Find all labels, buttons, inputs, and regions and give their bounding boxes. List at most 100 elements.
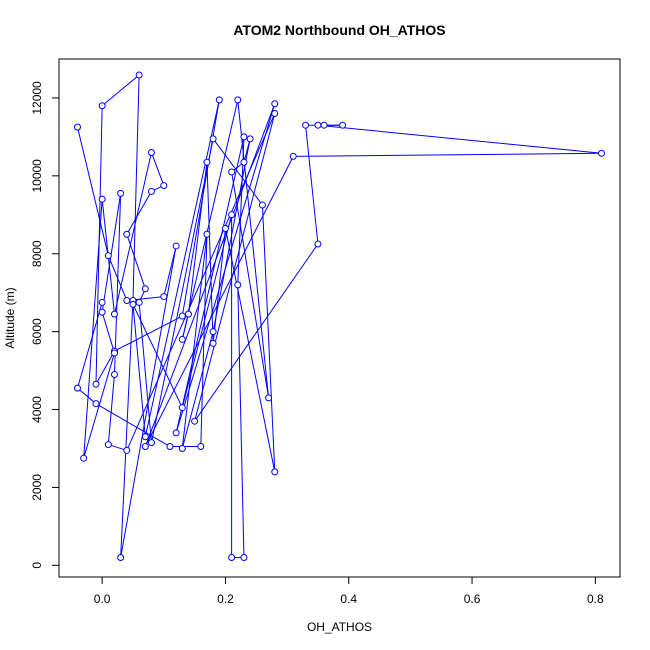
series-segment — [231, 171, 270, 398]
data-point — [209, 135, 217, 143]
series-segment — [101, 193, 122, 313]
series-segment — [261, 205, 276, 472]
data-point — [240, 133, 248, 141]
y-axis-label: Altitude (m) — [3, 287, 17, 348]
y-tick-label: 4000 — [30, 396, 44, 423]
data-point — [314, 121, 322, 129]
y-tick-label: 12000 — [30, 81, 44, 115]
data-point — [110, 310, 118, 318]
data-point — [147, 187, 155, 195]
data-point — [209, 328, 217, 336]
series-segment — [194, 113, 276, 422]
series-segment — [212, 228, 226, 344]
data-point — [215, 96, 223, 104]
series-segment — [77, 302, 103, 389]
series-segment — [126, 234, 146, 289]
data-point — [265, 394, 273, 402]
data-point — [98, 195, 106, 203]
series-segment — [83, 199, 103, 459]
x-tick-label: 0.4 — [340, 592, 357, 606]
series-segment — [200, 234, 208, 447]
data-point — [73, 384, 81, 392]
data-point — [147, 439, 155, 447]
series-segment — [77, 387, 97, 405]
series-segment — [113, 152, 152, 315]
data-point — [178, 404, 186, 412]
data-point — [110, 370, 118, 378]
series-segment — [293, 152, 602, 157]
series-segment — [317, 124, 602, 154]
series-segment — [151, 152, 165, 186]
data-point — [141, 443, 149, 451]
data-point — [117, 554, 125, 562]
data-point — [221, 224, 229, 232]
data-point — [123, 230, 131, 238]
series-segment — [120, 300, 134, 558]
series-segment — [150, 138, 214, 443]
data-point — [129, 300, 137, 308]
y-tick-label: 8000 — [30, 240, 44, 267]
data-point — [104, 252, 112, 260]
series-segment — [212, 138, 251, 332]
series-segment — [126, 191, 152, 235]
x-axis: 0.0 0.2 0.4 0.6 0.8 — [94, 576, 604, 606]
series-segment — [113, 193, 122, 375]
y-tick-label: 0 — [30, 562, 44, 569]
data-point — [240, 554, 248, 562]
data-point — [73, 123, 81, 131]
x-tick-label: 0.0 — [94, 592, 111, 606]
series-segment — [187, 162, 208, 315]
data-point — [92, 400, 100, 408]
series-segment — [95, 403, 171, 447]
y-tick-label: 6000 — [30, 318, 44, 345]
data-point — [228, 211, 236, 219]
series-segment — [175, 136, 245, 434]
series-segment — [101, 74, 140, 107]
series-segment — [181, 331, 214, 449]
series-segment — [132, 304, 146, 437]
data-point — [234, 281, 242, 289]
data-point — [172, 242, 180, 250]
series-segment — [181, 99, 239, 340]
series-segment — [132, 74, 140, 301]
series-segment — [305, 125, 319, 245]
data-point — [135, 298, 143, 306]
data-point — [271, 110, 279, 118]
data-point — [98, 298, 106, 306]
data-point — [302, 121, 310, 129]
series-segment — [194, 243, 319, 422]
x-axis-label: OH_ATHOS — [307, 620, 372, 634]
data-point — [258, 201, 266, 209]
series-layer — [73, 71, 606, 562]
data-point — [123, 446, 131, 454]
x-tick-label: 0.8 — [587, 592, 604, 606]
data-point — [598, 149, 606, 157]
data-point — [141, 433, 149, 441]
data-point — [339, 121, 347, 129]
series-segment — [212, 138, 263, 206]
data-point — [184, 310, 192, 318]
data-point — [240, 158, 248, 166]
series-segment — [163, 245, 177, 297]
series-segment — [206, 162, 214, 344]
series-segment — [237, 284, 245, 558]
data-point — [141, 285, 149, 293]
data-point — [246, 135, 254, 143]
data-point — [172, 429, 180, 437]
data-point — [203, 230, 211, 238]
series-segment — [224, 228, 276, 472]
chart-title: ATOM2 Northbound OH_ATHOS — [233, 22, 445, 38]
data-point — [234, 96, 242, 104]
data-point — [160, 182, 168, 190]
data-point — [178, 444, 186, 452]
series-segment — [144, 103, 276, 447]
data-point — [191, 417, 199, 425]
data-point — [117, 189, 125, 197]
data-point — [178, 335, 186, 343]
data-point — [80, 454, 88, 462]
data-point — [228, 168, 236, 176]
data-point — [160, 293, 168, 301]
